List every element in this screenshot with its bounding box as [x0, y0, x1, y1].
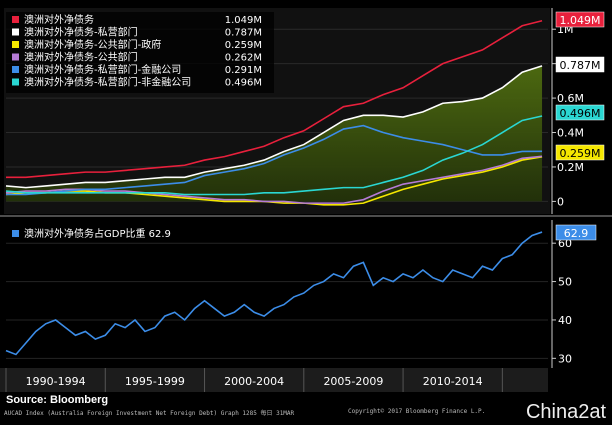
gdp-ratio-line — [5, 231, 543, 356]
legend-swatch-5 — [12, 78, 19, 86]
bottom-y-tick-label: 60 — [558, 237, 572, 250]
last-value-tag-5 — [555, 104, 605, 121]
series-line-0 — [6, 20, 543, 179]
footer-copyright: Copyright© 2017 Bloomberg Finance L.P. — [348, 408, 486, 415]
bottom-y-tick-label: 50 — [558, 276, 572, 289]
series-line-4 — [6, 124, 543, 196]
legend-value-4: 0.291M — [225, 65, 262, 76]
last-value-tag-text-5: 0.496M — [560, 107, 601, 120]
last-value-tag-text-0: 1.049M — [560, 14, 601, 27]
source-label: Source: Bloomberg — [6, 394, 109, 406]
bottom-y-tick-label: 40 — [558, 314, 572, 327]
x-tick-label: 1990-1994 — [26, 375, 86, 388]
watermark: China2at — [525, 401, 606, 423]
top-panel: 00.2M0.4M0.6M0.8M1M澳洲对外净债务1.049M澳洲对外净债务-… — [4, 8, 605, 214]
top-legend-box — [6, 12, 274, 93]
legend-label-3: 澳洲对外净债务-公共部门 — [24, 51, 138, 64]
bottom-last-value-tag — [555, 224, 597, 241]
legend-label-1: 澳洲对外净债务-私营部门 — [24, 26, 138, 39]
x-axis-band — [0, 368, 548, 392]
last-value-tag-1 — [555, 56, 605, 73]
x-tick-label: 2005-2009 — [323, 375, 383, 388]
last-value-tag-0 — [555, 11, 605, 28]
top-y-tick-label: 0 — [557, 195, 564, 208]
x-axis: 1990-1994 1995-1999 2000-2004 2005-2009 2010… — [0, 368, 548, 392]
series-line-2 — [5, 156, 543, 206]
legend-value-3: 0.262M — [225, 53, 262, 64]
series-area-1 — [6, 65, 543, 202]
bottom-panel: 30 40 50 60 澳洲对外净债务占GDP比重 62.9 62.9 — [0, 215, 612, 368]
legend-value-0: 1.049M — [225, 15, 262, 26]
x-tick-label: 2010-2014 — [423, 375, 483, 388]
legend-value-2: 0.259M — [225, 40, 262, 51]
legend-label-0: 澳洲对外净债务 — [24, 13, 94, 26]
top-y-tick-label: 0.6M — [557, 92, 584, 105]
bottom-last-value-text: 62.9 — [564, 227, 589, 240]
series-line-1 — [5, 65, 543, 189]
legend-swatch-1 — [12, 28, 19, 36]
legend-label-4: 澳洲对外净债务-私营部门-金融公司 — [24, 63, 181, 76]
legend-value-5: 0.496M — [225, 78, 262, 89]
top-y-tick-label: 0.2M — [557, 161, 584, 174]
last-value-tag-text-2: 0.259M — [560, 147, 601, 160]
bottom-legend-swatch — [12, 230, 19, 237]
x-tick-label: 1995-1999 — [125, 375, 185, 388]
bottom-legend-label: 澳洲对外净债务占GDP比重 62.9 — [24, 227, 171, 240]
last-value-tag-2 — [555, 144, 605, 161]
legend-swatch-3 — [12, 53, 19, 61]
x-tick-label: 2000-2004 — [224, 375, 284, 388]
series-line-5 — [5, 115, 543, 196]
legend-label-5: 澳洲对外净债务-私营部门-非金融公司 — [24, 76, 191, 89]
top-y-tick-label: 0.4M — [557, 127, 584, 140]
legend-value-1: 0.787M — [225, 28, 262, 39]
legend-swatch-4 — [12, 66, 19, 73]
legend-swatch-2 — [12, 41, 19, 48]
series-line-3 — [5, 155, 543, 204]
last-value-tag-text-1: 0.787M — [560, 59, 601, 72]
bottom-y-tick-label: 30 — [558, 352, 572, 365]
legend-swatch-0 — [12, 16, 19, 23]
legend-label-2: 澳洲对外净债务-公共部门-政府 — [24, 38, 161, 51]
footer-index-line: AUCAD Index (Australia Foreign Investmen… — [4, 410, 295, 417]
